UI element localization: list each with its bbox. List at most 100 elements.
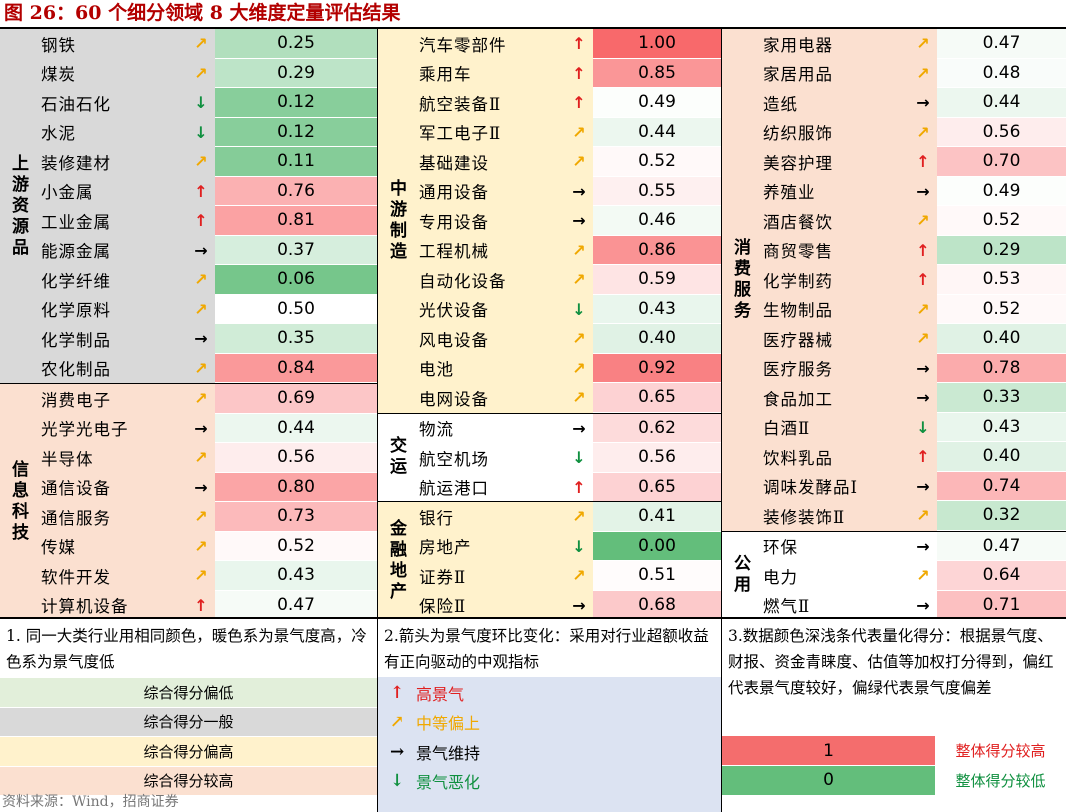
score-value: 0.49 xyxy=(593,88,721,118)
industry-name: 银行 xyxy=(419,508,454,528)
table-area: 上游资源品 钢铁 ↗ 0.25 煤炭 ↗ 0.29 石油石化 ↓ 0.12 水泥 ↓ 0.12 装修建材 ↗… xyxy=(0,27,1066,620)
industry-name: 风电设备 xyxy=(419,330,489,350)
table-row: 基础建设 ↗ 0.52 xyxy=(415,147,721,177)
table-row: 计算机设备 ↑ 0.47 xyxy=(37,590,377,620)
table-row: 白酒Ⅱ ↓ 0.43 xyxy=(759,412,1066,442)
score-value: 0.73 xyxy=(215,502,377,532)
trend-mid-arrow-icon: ↗ xyxy=(194,63,208,83)
trend-down-arrow-icon: ↓ xyxy=(194,122,208,142)
table-row: 生物制品 ↗ 0.52 xyxy=(759,294,1066,324)
trend-up-arrow-icon: ↑ xyxy=(572,93,586,113)
table-row: 医疗器械 ↗ 0.40 xyxy=(759,324,1066,354)
score-value: 0.50 xyxy=(215,294,377,324)
score-value: 0.46 xyxy=(593,206,721,236)
scale-row: 0 整体得分较低 xyxy=(722,765,1066,795)
column-1: 上游资源品 钢铁 ↗ 0.25 煤炭 ↗ 0.29 石油石化 ↓ 0.12 水泥 ↓ 0.12 装修建材 ↗… xyxy=(0,27,377,620)
table-row: 环保 → 0.47 xyxy=(759,531,1066,561)
score-value: 0.56 xyxy=(593,443,721,473)
group-rows: 钢铁 ↗ 0.25 煤炭 ↗ 0.29 石油石化 ↓ 0.12 水泥 ↓ 0.12 装修建材 ↗ 0.11 小… xyxy=(37,29,377,383)
scale-label: 整体得分较高 xyxy=(955,742,1046,760)
category-label: 公用 xyxy=(722,532,759,620)
group: 上游资源品 钢铁 ↗ 0.25 煤炭 ↗ 0.29 石油石化 ↓ 0.12 水泥 ↓ 0.12 装修建材 ↗… xyxy=(0,29,377,383)
industry-name: 美容护理 xyxy=(763,153,833,173)
trend-mid-arrow-icon: ↗ xyxy=(916,211,930,231)
legend-note-2: 2.箭头为景气度环比变化：采用对行业超额收益有正向驱动的中观指标 xyxy=(378,619,721,677)
trend-flat-arrow-icon: → xyxy=(916,181,930,201)
table-row: 乘用车 ↑ 0.85 xyxy=(415,58,721,88)
trend-up-arrow-icon: ↑ xyxy=(916,240,930,260)
score-value: 0.86 xyxy=(593,235,721,265)
industry-name: 环保 xyxy=(763,538,798,558)
score-value: 0.44 xyxy=(215,413,377,443)
category-label: 中游制造 xyxy=(378,29,415,413)
score-value: 0.52 xyxy=(593,147,721,177)
figure-title: 图 26：60 个细分领域 8 大维度定量评估结果 xyxy=(4,2,401,24)
score-value: 0.51 xyxy=(593,561,721,591)
trend-flat-arrow-icon: → xyxy=(572,181,586,201)
group-rows: 物流 → 0.62 航空机场 ↓ 0.56 航运港口 ↑ 0.65 xyxy=(415,413,721,502)
trend-up-arrow-icon: ↑ xyxy=(572,34,586,54)
table-row: 家用电器 ↗ 0.47 xyxy=(759,29,1066,59)
table-row: 银行 ↗ 0.41 xyxy=(415,502,721,532)
score-value: 1.00 xyxy=(593,29,721,59)
score-value: 0.47 xyxy=(937,531,1066,561)
trend-mid-arrow-icon: ↗ xyxy=(916,299,930,319)
industry-name: 电力 xyxy=(763,567,798,587)
industry-name: 汽车零部件 xyxy=(419,35,507,55)
score-value: 0.85 xyxy=(593,58,721,88)
industry-name: 生物制品 xyxy=(763,301,833,321)
table-row: 证券Ⅱ ↗ 0.51 xyxy=(415,561,721,591)
table-row: 汽车零部件 ↑ 1.00 xyxy=(415,29,721,59)
legend-arrow-item: ↗ 中等偏上 xyxy=(378,708,721,738)
trend-mid-arrow-icon: ↗ xyxy=(572,122,586,142)
group: 消费服务 家用电器 ↗ 0.47 家居用品 ↗ 0.48 造纸 → 0.44 纺织服饰 ↗ 0.56 美容… xyxy=(722,29,1066,531)
industry-name: 养殖业 xyxy=(763,183,816,203)
group-rows: 家用电器 ↗ 0.47 家居用品 ↗ 0.48 造纸 → 0.44 纺织服饰 ↗ 0.56 美容护理 ↑ 0… xyxy=(759,29,1066,531)
trend-mid-arrow-icon: ↗ xyxy=(572,240,586,260)
score-value: 0.37 xyxy=(215,235,377,265)
trend-mid-arrow-icon: ↗ xyxy=(916,122,930,142)
industry-name: 工业金属 xyxy=(41,212,111,232)
industry-name: 通信服务 xyxy=(41,508,111,528)
category-label: 金融地产 xyxy=(378,502,415,619)
industry-name: 造纸 xyxy=(763,94,798,114)
legend-colors: 1. 同一大类行业用相同颜色，暖色系为景气度高，冷色系为景气度低 综合得分偏低综… xyxy=(0,617,377,812)
scale-value: 0 xyxy=(722,765,935,795)
industry-name: 农化制品 xyxy=(41,360,111,380)
industry-name: 装修建材 xyxy=(41,153,111,173)
legend-arrow-label: 高景气 xyxy=(416,684,465,704)
table-row: 商贸零售 ↑ 0.29 xyxy=(759,235,1066,265)
table-row: 传媒 ↗ 0.52 xyxy=(37,531,377,561)
table-row: 电池 ↗ 0.92 xyxy=(415,353,721,383)
score-value: 0.56 xyxy=(937,117,1066,147)
table-row: 工程机械 ↗ 0.86 xyxy=(415,235,721,265)
table-row: 半导体 ↗ 0.56 xyxy=(37,443,377,473)
trend-up-arrow-icon: ↑ xyxy=(572,477,586,497)
trend-mid-arrow-icon: ↗ xyxy=(916,566,930,586)
industry-name: 能源金属 xyxy=(41,242,111,262)
trend-mid-arrow-icon: ↗ xyxy=(194,299,208,319)
score-value: 0.11 xyxy=(215,147,377,177)
table-row: 电力 ↗ 0.64 xyxy=(759,561,1066,591)
score-value: 0.43 xyxy=(937,412,1066,442)
score-value: 0.43 xyxy=(215,561,377,591)
category-label: 消费服务 xyxy=(722,29,759,531)
table-row: 养殖业 → 0.49 xyxy=(759,176,1066,206)
trend-down-arrow-icon: ↓ xyxy=(572,536,586,556)
industry-name: 白酒Ⅱ xyxy=(763,419,811,439)
trend-flat-arrow-icon: → xyxy=(194,477,208,497)
score-value: 0.29 xyxy=(937,235,1066,265)
legend-arrow-label: 中等偏上 xyxy=(416,714,481,734)
industry-name: 光伏设备 xyxy=(419,301,489,321)
category-label: 信息科技 xyxy=(0,384,37,619)
industry-name: 化学制品 xyxy=(41,330,111,350)
trend-mid-arrow-icon: ↗ xyxy=(194,34,208,54)
table-row: 水泥 ↓ 0.12 xyxy=(37,117,377,147)
category-text: 金融地产 xyxy=(386,518,406,603)
score-value: 0.25 xyxy=(215,29,377,59)
trend-flat-arrow-icon: → xyxy=(194,329,208,349)
industry-name: 商贸零售 xyxy=(763,242,833,262)
table-row: 化学纤维 ↗ 0.06 xyxy=(37,265,377,295)
trend-flat-arrow-icon: → xyxy=(572,211,586,231)
legend-arrow-item: → 景气维持 xyxy=(378,737,721,767)
